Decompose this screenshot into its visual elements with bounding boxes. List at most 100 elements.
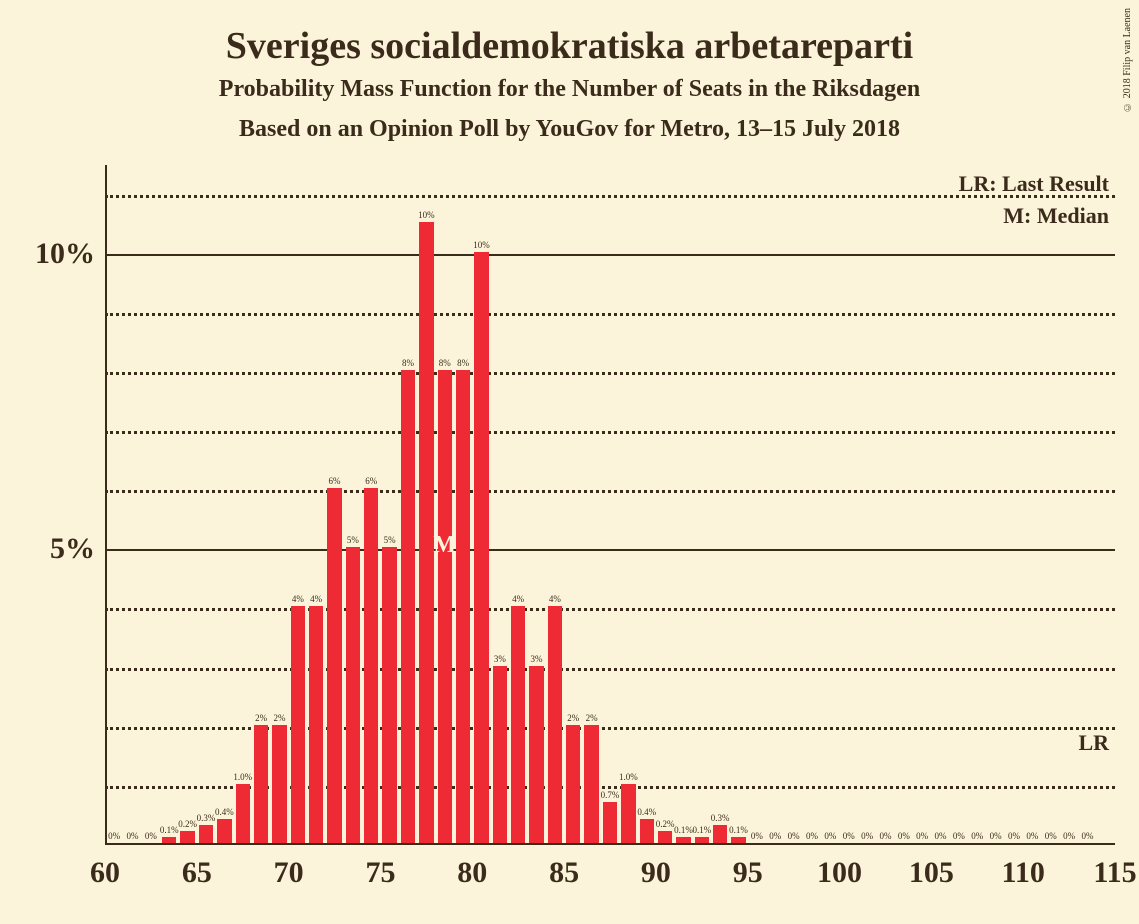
bar-value-label: 0% bbox=[1026, 831, 1038, 841]
bar-value-label: 0.4% bbox=[215, 807, 234, 817]
y-tick-label: 10% bbox=[15, 237, 95, 271]
bar bbox=[548, 606, 562, 843]
x-tick-label: 115 bbox=[1093, 856, 1136, 890]
bar-value-label: 0% bbox=[788, 831, 800, 841]
y-axis bbox=[105, 165, 107, 845]
bar-value-label: 0% bbox=[935, 831, 947, 841]
bar bbox=[584, 725, 598, 843]
bar bbox=[162, 837, 176, 843]
bar-value-label: 0% bbox=[990, 831, 1002, 841]
chart-title: Sveriges socialdemokratiska arbetarepart… bbox=[0, 24, 1139, 68]
bar bbox=[254, 725, 268, 843]
bar-value-label: 0% bbox=[971, 831, 983, 841]
bar-value-label: 0.4% bbox=[637, 807, 656, 817]
bar-value-label: 4% bbox=[512, 594, 524, 604]
bar-value-label: 8% bbox=[439, 358, 451, 368]
bar bbox=[438, 370, 452, 843]
bar-value-label: 3% bbox=[531, 654, 543, 664]
bar-value-label: 0.7% bbox=[601, 790, 620, 800]
grid-minor bbox=[105, 608, 1115, 611]
bar-value-label: 0.2% bbox=[656, 819, 675, 829]
bar bbox=[676, 837, 690, 843]
bar-value-label: 10% bbox=[473, 240, 490, 250]
bar-value-label: 0% bbox=[145, 831, 157, 841]
bar-value-label: 0.1% bbox=[160, 825, 179, 835]
bar bbox=[272, 725, 286, 843]
bar bbox=[621, 784, 635, 843]
bar bbox=[346, 547, 360, 843]
bar-value-label: 0.3% bbox=[711, 813, 730, 823]
bar-value-label: 0% bbox=[861, 831, 873, 841]
bar bbox=[180, 831, 194, 843]
bar-value-label: 0% bbox=[824, 831, 836, 841]
bar bbox=[456, 370, 470, 843]
bar bbox=[199, 825, 213, 843]
bar-value-label: 0% bbox=[879, 831, 891, 841]
bar-value-label: 0.3% bbox=[197, 813, 216, 823]
bar-value-label: 0% bbox=[769, 831, 781, 841]
grid-major bbox=[105, 549, 1115, 551]
bar-value-label: 0% bbox=[843, 831, 855, 841]
legend-m: M: Median bbox=[1003, 203, 1109, 229]
x-tick-label: 80 bbox=[457, 856, 487, 890]
bar bbox=[327, 488, 341, 843]
bar-value-label: 0.1% bbox=[674, 825, 693, 835]
plot-area: LR: Last Result M: Median 5%10%606570758… bbox=[105, 165, 1115, 845]
bar bbox=[401, 370, 415, 843]
bar-value-label: 0% bbox=[1063, 831, 1075, 841]
legend-lr: LR: Last Result bbox=[959, 171, 1109, 197]
x-tick-label: 85 bbox=[549, 856, 579, 890]
copyright-label: © 2018 Filip van Laenen bbox=[1122, 8, 1133, 112]
bar bbox=[695, 837, 709, 843]
bar bbox=[419, 222, 433, 843]
bar bbox=[382, 547, 396, 843]
bar bbox=[236, 784, 250, 843]
bar-value-label: 0% bbox=[806, 831, 818, 841]
bar-value-label: 4% bbox=[310, 594, 322, 604]
grid-minor bbox=[105, 195, 1115, 198]
bar bbox=[474, 252, 488, 843]
bar-value-label: 2% bbox=[586, 713, 598, 723]
x-tick-label: 65 bbox=[182, 856, 212, 890]
bar bbox=[658, 831, 672, 843]
bar bbox=[640, 819, 654, 843]
bar-value-label: 5% bbox=[347, 535, 359, 545]
bar-value-label: 4% bbox=[549, 594, 561, 604]
bar-value-label: 1.0% bbox=[619, 772, 638, 782]
bar-value-label: 0% bbox=[108, 831, 120, 841]
bar bbox=[217, 819, 231, 843]
bar bbox=[493, 666, 507, 843]
x-tick-label: 110 bbox=[1001, 856, 1044, 890]
median-marker: M bbox=[433, 532, 456, 559]
bar-value-label: 8% bbox=[402, 358, 414, 368]
bar-value-label: 2% bbox=[273, 713, 285, 723]
bar bbox=[731, 837, 745, 843]
grid-minor bbox=[105, 372, 1115, 375]
bar bbox=[713, 825, 727, 843]
bar-value-label: 6% bbox=[365, 476, 377, 486]
bar-value-label: 0.1% bbox=[729, 825, 748, 835]
x-tick-label: 75 bbox=[365, 856, 395, 890]
grid-minor bbox=[105, 668, 1115, 671]
x-tick-label: 95 bbox=[733, 856, 763, 890]
chart-container: Sveriges socialdemokratiska arbetarepart… bbox=[0, 0, 1139, 924]
x-tick-label: 100 bbox=[817, 856, 862, 890]
bar-value-label: 8% bbox=[457, 358, 469, 368]
grid-minor bbox=[105, 313, 1115, 316]
bar-value-label: 4% bbox=[292, 594, 304, 604]
x-axis bbox=[105, 843, 1115, 845]
bar-value-label: 0.2% bbox=[178, 819, 197, 829]
x-tick-label: 70 bbox=[274, 856, 304, 890]
bar-value-label: 0% bbox=[916, 831, 928, 841]
bar bbox=[309, 606, 323, 843]
bar bbox=[529, 666, 543, 843]
bar-value-label: 10% bbox=[418, 210, 435, 220]
grid-minor bbox=[105, 431, 1115, 434]
bar-value-label: 2% bbox=[255, 713, 267, 723]
bar-value-label: 6% bbox=[329, 476, 341, 486]
bar-value-label: 0.1% bbox=[692, 825, 711, 835]
grid-major bbox=[105, 254, 1115, 256]
bar bbox=[291, 606, 305, 843]
bar-value-label: 0% bbox=[1045, 831, 1057, 841]
chart-subtitle-1: Probability Mass Function for the Number… bbox=[0, 76, 1139, 103]
